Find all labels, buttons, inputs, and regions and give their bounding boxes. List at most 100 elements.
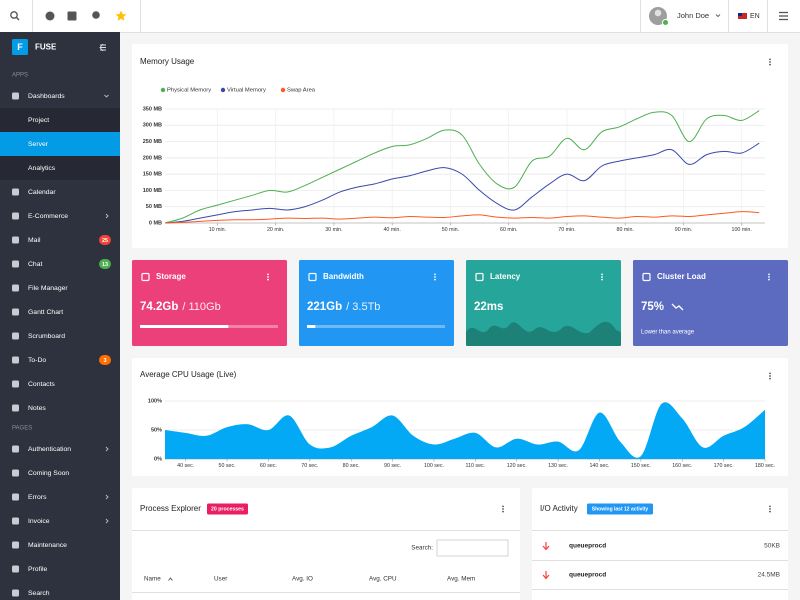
- more-icon[interactable]: [769, 61, 771, 63]
- io-amount: 24.5MB: [758, 572, 780, 579]
- more-icon[interactable]: [601, 278, 603, 281]
- card-title: Process Explorer: [140, 504, 201, 513]
- stat-card: [132, 260, 287, 346]
- nav-item[interactable]: File Manager: [28, 285, 68, 292]
- stat-title: Latency: [490, 272, 521, 281]
- more-icon[interactable]: [267, 276, 269, 278]
- more-icon[interactable]: [769, 377, 771, 380]
- x-tick-label: 170 sec.: [714, 463, 734, 469]
- more-icon[interactable]: [768, 278, 770, 281]
- nav-item[interactable]: Invoice: [28, 518, 50, 525]
- column-header[interactable]: Avg. Mem: [447, 576, 475, 583]
- legend-label[interactable]: Swap Area: [287, 88, 316, 94]
- chevron: [105, 213, 109, 219]
- arrow-icon: [542, 571, 550, 580]
- y-tick-label: 350 MB: [143, 106, 162, 112]
- more-icon[interactable]: [502, 508, 504, 510]
- nav-item[interactable]: Maintenance: [28, 542, 67, 549]
- chevron: [105, 518, 109, 524]
- search-input[interactable]: [436, 539, 509, 557]
- more-icon[interactable]: [769, 505, 771, 508]
- area-series: [165, 402, 765, 459]
- brand: FUSE: [35, 43, 57, 52]
- nav-item[interactable]: Project: [28, 117, 49, 124]
- nav-icon: [12, 469, 19, 477]
- nav-item[interactable]: Scrumboard: [28, 333, 65, 340]
- collapse-icon[interactable]: [99, 43, 106, 52]
- nav-item[interactable]: Notes: [28, 405, 46, 412]
- more-icon[interactable]: [434, 278, 436, 281]
- more-icon[interactable]: [768, 276, 770, 278]
- more-icon[interactable]: [502, 505, 504, 508]
- arrow-icon: [542, 542, 550, 551]
- user-name[interactable]: John Doe: [677, 11, 709, 20]
- legend-label[interactable]: Physical Memory: [167, 88, 211, 94]
- nav-item[interactable]: E-Commerce: [28, 213, 68, 220]
- nav-icon: [12, 356, 19, 364]
- nav-item[interactable]: Server: [28, 141, 49, 148]
- nav-item[interactable]: Chat: [28, 261, 42, 268]
- logo-letter: F: [17, 42, 23, 52]
- more-icon[interactable]: [434, 276, 436, 278]
- nav-icon: [12, 308, 19, 316]
- more-icon[interactable]: [769, 510, 771, 513]
- shortcut-icon[interactable]: [45, 11, 55, 21]
- card: [532, 488, 788, 600]
- shortcut-icon[interactable]: [92, 11, 100, 19]
- more-icon[interactable]: [267, 278, 269, 281]
- shortcut-icon[interactable]: [115, 10, 127, 21]
- legend-label[interactable]: Virtual Memory: [227, 88, 266, 94]
- nav-item[interactable]: Calendar: [28, 189, 56, 196]
- more-icon[interactable]: [768, 273, 770, 276]
- y-tick-label: 150 MB: [143, 172, 162, 178]
- column-header[interactable]: User: [214, 576, 227, 583]
- submenu-row[interactable]: [0, 156, 120, 180]
- nav-icon: [12, 541, 19, 549]
- submenu-row[interactable]: [0, 108, 120, 132]
- x-tick-label: 160 sec.: [672, 463, 692, 469]
- nav-item[interactable]: Dashboards: [28, 93, 65, 100]
- process-name: queueprocd: [569, 572, 606, 579]
- column-header[interactable]: Name: [144, 576, 161, 583]
- more-icon[interactable]: [601, 273, 603, 276]
- column-header[interactable]: Avg. CPU: [369, 576, 397, 583]
- x-tick-label: 40 sec.: [177, 463, 194, 469]
- chevron: [105, 446, 109, 452]
- nav-item[interactable]: Gantt Chart: [28, 309, 63, 316]
- nav-item[interactable]: Authentication: [28, 446, 71, 453]
- more-icon[interactable]: [769, 58, 771, 61]
- nav-item[interactable]: Mail: [28, 237, 41, 244]
- nav-item[interactable]: To-Do: [28, 357, 46, 364]
- section-title: APPS: [12, 73, 28, 79]
- nav-item[interactable]: Errors: [28, 494, 47, 501]
- search-icon[interactable]: [10, 11, 18, 19]
- search-icon-handle: [16, 17, 20, 21]
- badge: [207, 503, 248, 515]
- shortcut-icon[interactable]: [67, 11, 77, 21]
- nav-icon: [12, 92, 19, 100]
- language[interactable]: EN: [750, 13, 760, 20]
- nav-item[interactable]: Analytics: [28, 165, 56, 172]
- more-icon[interactable]: [769, 372, 771, 375]
- nav-item[interactable]: Coming Soon: [28, 470, 69, 477]
- column-header[interactable]: Avg. IO: [292, 576, 313, 583]
- io-amount: 50KB: [764, 543, 780, 550]
- more-icon[interactable]: [267, 273, 269, 276]
- nav-item[interactable]: Contacts: [28, 381, 55, 388]
- nav-item[interactable]: Search: [28, 590, 50, 597]
- nav-item[interactable]: Profile: [28, 566, 47, 573]
- nav-icon: [12, 493, 19, 501]
- legend-swatch: [160, 87, 166, 93]
- x-tick-label: 60 min.: [500, 227, 517, 233]
- more-icon[interactable]: [434, 273, 436, 276]
- more-icon[interactable]: [769, 508, 771, 510]
- y-tick-label: 100%: [148, 398, 162, 404]
- x-tick-label: 180 sec.: [755, 463, 775, 469]
- more-icon[interactable]: [601, 276, 603, 278]
- more-icon[interactable]: [502, 510, 504, 513]
- section-title: PAGES: [12, 426, 32, 432]
- more-icon[interactable]: [769, 63, 771, 66]
- line-series: [164, 211, 760, 224]
- more-icon[interactable]: [769, 375, 771, 377]
- submenu-row[interactable]: [0, 132, 120, 156]
